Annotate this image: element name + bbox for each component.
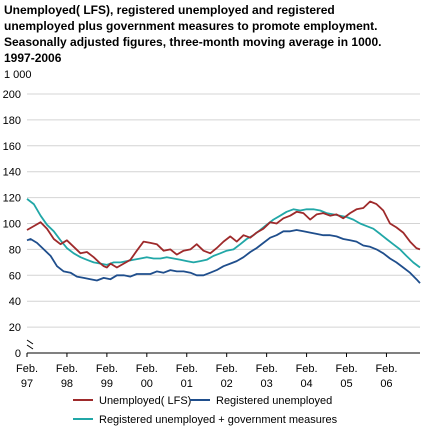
title-line-1: Unemployed( LFS), registered unemployed …: [4, 3, 335, 17]
x-axis-ticks: Feb. 97 Feb. 98 Feb. 99 Feb. 00 Feb. 01 Feb. 02 Feb.…: [16, 353, 397, 390]
y-tick-label-80: 80: [9, 244, 21, 256]
title-line-2: unemployed plus government measures to p…: [4, 19, 378, 33]
chart-title: Unemployed( LFS), registered unemployed …: [4, 2, 428, 66]
x-tick-month-99: Feb.: [96, 363, 118, 375]
y-tick-label-180: 180: [3, 115, 21, 127]
axes: [26, 339, 420, 354]
series-line-2: [26, 198, 421, 269]
x-tick-year-03: 03: [261, 378, 273, 390]
x-tick-year-01: 01: [181, 378, 193, 390]
y-tick-label-40: 40: [9, 296, 21, 308]
x-tick-year-97: 97: [21, 378, 33, 390]
x-tick-year-04: 04: [300, 378, 312, 390]
x-tick-year-98: 98: [61, 378, 73, 390]
x-tick-month-05: Feb.: [336, 363, 358, 375]
x-tick-month-97: Feb.: [16, 363, 38, 375]
y-unit-label: 1 000: [4, 69, 32, 81]
title-line-3: Seasonally adjusted figures, three-month…: [4, 35, 382, 49]
y-tick-label-200: 200: [3, 89, 21, 101]
legend-label-2: Registered unemployed + government measu…: [99, 414, 338, 426]
x-tick-month-00: Feb.: [136, 363, 158, 375]
series-line-1: [26, 229, 421, 284]
legend-label-1: Registered unemployed: [216, 395, 332, 407]
x-tick-year-05: 05: [340, 378, 352, 390]
y-tick-label-0: 0: [15, 348, 21, 360]
legend: Unemployed( LFS) Registered unemployed Reg…: [73, 395, 338, 426]
grid-lines: [27, 93, 420, 328]
y-tick-label-160: 160: [3, 141, 21, 153]
series-line-0: [26, 200, 421, 269]
x-tick-month-98: Feb.: [56, 363, 78, 375]
x-tick-month-02: Feb.: [216, 363, 238, 375]
x-tick-month-01: Feb.: [176, 363, 198, 375]
y-tick-label-140: 140: [3, 167, 21, 179]
y-tick-label-120: 120: [3, 193, 21, 205]
title-line-4: 1997-2006: [4, 51, 62, 65]
y-tick-label-100: 100: [3, 219, 21, 231]
x-tick-year-99: 99: [101, 378, 113, 390]
x-tick-year-00: 00: [141, 378, 153, 390]
x-tick-year-06: 06: [380, 378, 392, 390]
y-tick-label-20: 20: [9, 322, 21, 334]
legend-label-0: Unemployed( LFS): [99, 395, 191, 407]
series-lines: [26, 198, 421, 284]
y-tick-label-60: 60: [9, 270, 21, 282]
axis-break-mark: [26, 339, 34, 350]
y-axis-ticks: 0 20 40 60 80 100 120 140 160 180 200: [3, 89, 21, 360]
x-tick-month-06: Feb.: [375, 363, 397, 375]
x-tick-month-04: Feb.: [296, 363, 318, 375]
x-tick-month-03: Feb.: [256, 363, 278, 375]
x-tick-year-02: 02: [221, 378, 233, 390]
